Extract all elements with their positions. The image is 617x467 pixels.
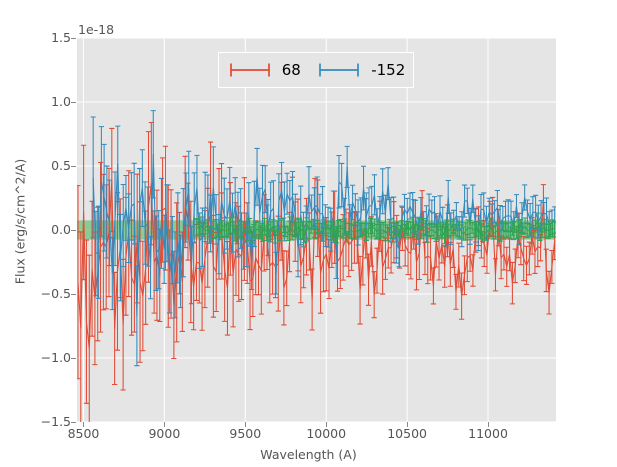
- y-tick-label: −0.5: [40, 286, 71, 301]
- chart-legend[interactable]: 68 -152: [218, 52, 414, 88]
- legend-label-0: 68: [281, 60, 301, 79]
- series-68: [77, 121, 556, 422]
- legend-label-1: -152: [371, 60, 406, 79]
- errorbar-handle-icon-red: [229, 63, 270, 77]
- x-tick-label: 9000: [148, 426, 181, 441]
- errorbar: [77, 185, 81, 380]
- y-axis-label: Flux (erg/s/cm^2/A): [12, 158, 28, 285]
- y-tick-label-column: −1.5 −1.0 −0.5 0.0 0.5 1.0 1.5: [18, 0, 71, 467]
- x-tick-mark: [164, 422, 165, 427]
- y-tick-mark: [71, 358, 76, 359]
- y-tick-label: −1.5: [40, 414, 71, 429]
- y-tick-mark: [71, 230, 76, 231]
- plot-axes-area: [77, 38, 556, 422]
- y-tick-label: 1.0: [51, 94, 71, 109]
- y-tick-mark: [71, 294, 76, 295]
- series-band: [194, 212, 556, 245]
- spectrum-plot-svg: [77, 38, 556, 422]
- y-tick-label: 0.5: [51, 158, 71, 173]
- x-tick-mark: [245, 422, 246, 427]
- y-tick-label: 0.0: [51, 222, 71, 237]
- series-band-errorbars: [194, 212, 556, 245]
- x-tick-mark: [83, 422, 84, 427]
- x-tick-mark: [326, 422, 327, 427]
- series-68-errorbars: [77, 121, 556, 422]
- x-axis-label: Wavelength (A): [260, 447, 357, 462]
- x-tick-label: 10500: [387, 426, 427, 441]
- errorbar-handle-icon-blue: [319, 63, 360, 77]
- legend-entry-0[interactable]: 68: [227, 61, 301, 79]
- x-tick-label: 8500: [67, 426, 100, 441]
- x-tick-label: 9500: [229, 426, 262, 441]
- y-tick-label: −1.0: [40, 350, 71, 365]
- x-tick-mark: [407, 422, 408, 427]
- y-tick-label: 1.5: [51, 30, 71, 45]
- legend-entry-1[interactable]: -152: [316, 61, 405, 79]
- x-tick-label: 11000: [468, 426, 508, 441]
- x-tick-mark: [488, 422, 489, 427]
- y-tick-mark: [71, 166, 76, 167]
- y-axis-offset-text: 1e-18: [78, 22, 115, 37]
- y-tick-mark: [71, 422, 76, 423]
- x-tick-label: 10000: [306, 426, 347, 441]
- y-tick-mark: [71, 102, 76, 103]
- y-tick-mark: [71, 38, 76, 39]
- series-band-line: [196, 219, 555, 238]
